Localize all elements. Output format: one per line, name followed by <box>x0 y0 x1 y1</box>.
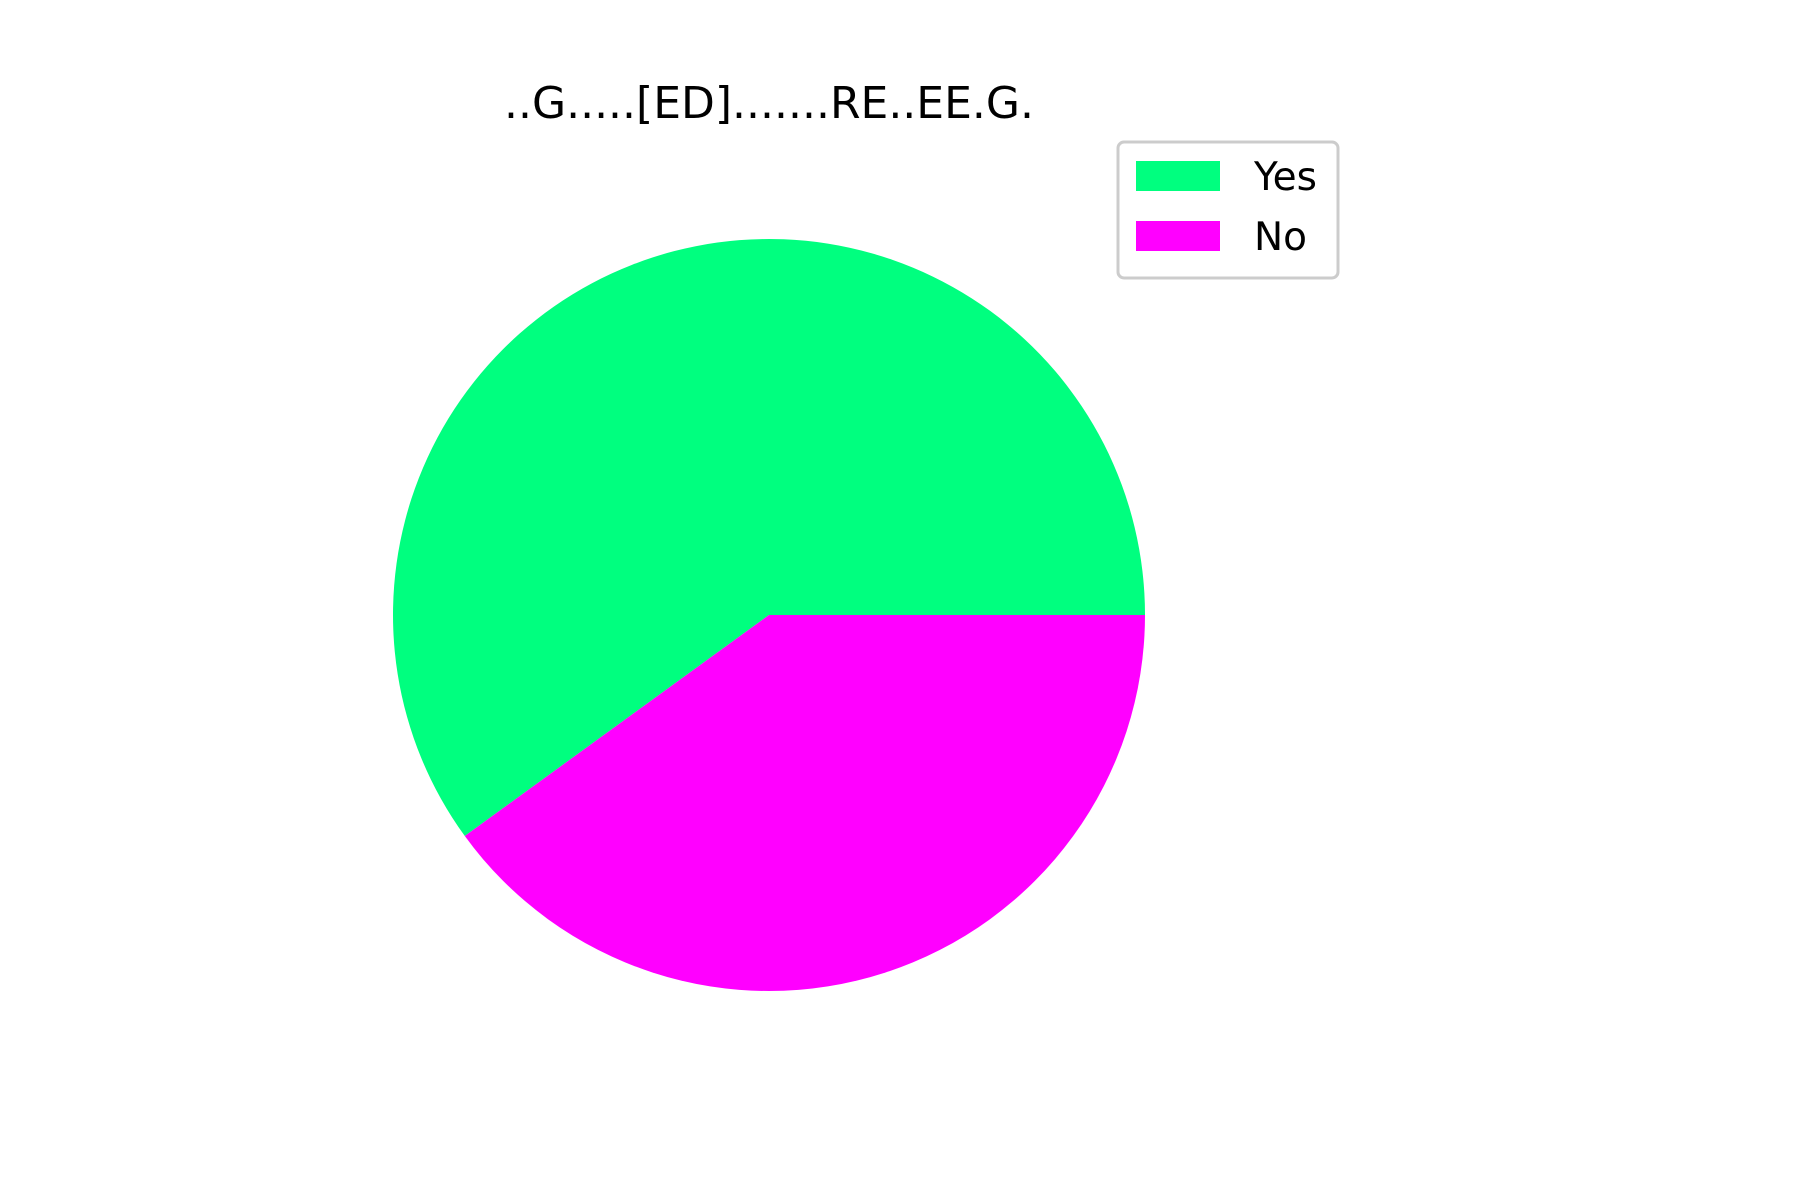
legend-entries: Yes No <box>1136 155 1317 260</box>
legend-label-yes: Yes <box>1253 155 1317 200</box>
pie-slice-yes <box>392 239 1145 837</box>
legend-swatch-yes <box>1136 161 1220 191</box>
legend-label-no: No <box>1254 215 1307 260</box>
chart-title: ..G.....[ED].......RE..EE.G. <box>504 78 1034 129</box>
pie-slice-no <box>464 615 1146 991</box>
pie-slices <box>392 239 1146 991</box>
legend-swatch-no <box>1136 221 1220 251</box>
legend: Yes No <box>1116 140 1340 280</box>
